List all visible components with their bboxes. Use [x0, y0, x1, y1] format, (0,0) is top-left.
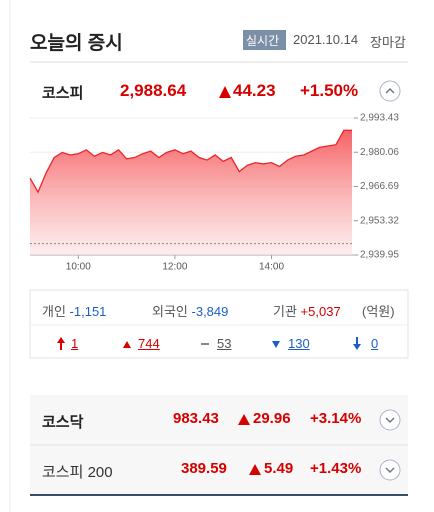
investor-label: 개인 — [42, 304, 66, 319]
index-change: 29.96 — [253, 410, 291, 427]
upper-icon — [60, 342, 62, 350]
unit: (억원) — [362, 304, 395, 319]
up-icon — [249, 464, 261, 475]
upper-limit-count[interactable]: 1 — [71, 336, 79, 351]
index-percent: +1.43% — [310, 460, 362, 477]
y-tick-label: 2,980.06 — [360, 147, 399, 158]
flat-icon — [201, 343, 209, 345]
collapse-icon — [385, 87, 395, 94]
falling-count[interactable]: 130 — [288, 336, 310, 351]
index-change: 5.49 — [264, 460, 294, 477]
index-name: 코스닥 — [42, 414, 84, 431]
y-tick-label: 2,939.95 — [360, 250, 399, 261]
lower-limit-count[interactable]: 0 — [371, 336, 379, 351]
x-tick-label: 14:00 — [259, 262, 284, 273]
fall-icon — [272, 341, 280, 348]
title: 오늘의 증시 — [30, 33, 123, 54]
investor-value: -3,849 — [191, 304, 229, 319]
area — [30, 130, 352, 255]
index-value: 2,988.64 — [120, 81, 187, 100]
collapse-button[interactable] — [379, 80, 401, 102]
flat-count[interactable]: 53 — [217, 336, 232, 351]
up-icon — [238, 414, 250, 425]
status: 장마감 — [370, 35, 406, 50]
investor-value: +5,037 — [300, 304, 341, 319]
badge: 실시간 — [246, 34, 280, 48]
y-tick-label: 2,953.32 — [360, 215, 399, 226]
x-tick-label: 10:00 — [66, 262, 91, 273]
lower-icon — [353, 344, 361, 350]
index-name: 코스피 — [42, 85, 84, 102]
index-percent: +1.50% — [300, 81, 359, 100]
index-name: 코스피 200 — [42, 464, 113, 481]
investor-label: 외국인 — [152, 304, 188, 319]
x-tick-label: 12:00 — [162, 262, 187, 273]
expand-button[interactable] — [379, 459, 401, 481]
date: 2021.10.14 — [293, 32, 359, 47]
expand-icon — [385, 467, 395, 474]
rise-icon — [123, 341, 131, 348]
stats-box — [29, 289, 409, 359]
badge-bg — [243, 30, 286, 50]
rising-count[interactable]: 744 — [138, 336, 160, 351]
up-icon — [219, 86, 231, 98]
index-change: 44.23 — [233, 81, 276, 100]
y-tick-label: 2,993.43 — [360, 113, 399, 124]
expand-icon — [385, 417, 395, 424]
investor-label: 기관 — [273, 304, 297, 319]
expand-button[interactable] — [379, 409, 401, 431]
line — [29, 129, 352, 194]
index-value: 389.59 — [181, 460, 227, 477]
index-percent: +3.14% — [310, 410, 362, 427]
y-tick-label: 2,966.69 — [360, 181, 399, 192]
investor-value: -1,151 — [69, 304, 107, 319]
lower-icon — [356, 337, 358, 345]
index-value: 983.43 — [173, 410, 219, 427]
upper-icon — [57, 337, 65, 343]
